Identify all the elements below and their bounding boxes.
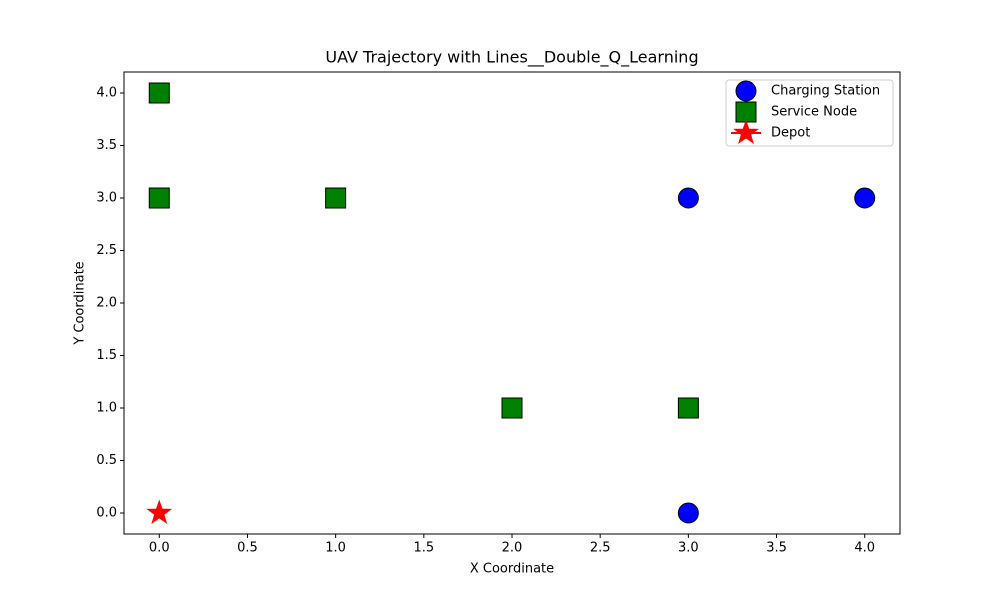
point [677, 397, 699, 419]
x-tick-label: 0.0 [149, 541, 170, 556]
legend-label: Charging Station [771, 84, 880, 99]
x-tick-label: 3.5 [766, 541, 787, 556]
legend-marker [733, 119, 759, 144]
point [148, 82, 170, 104]
point [148, 187, 170, 209]
y-tick-label: 3.0 [96, 191, 117, 206]
point [146, 499, 173, 524]
x-tick-label: 4.0 [854, 541, 875, 556]
point [854, 187, 876, 209]
y-tick-label: 3.5 [96, 138, 117, 153]
y-tick-label: 2.5 [96, 243, 117, 258]
x-tick-label: 1.0 [325, 541, 346, 556]
y-tick-label: 1.5 [96, 348, 117, 363]
y-axis-label: Y Coordinate [73, 261, 88, 345]
x-axis-label: X Coordinate [470, 562, 554, 577]
chart-title: UAV Trajectory with Lines__Double_Q_Lear… [325, 48, 698, 68]
y-tick-label: 0.5 [96, 453, 117, 468]
x-tick-label: 0.5 [237, 541, 258, 556]
legend-marker [735, 101, 757, 123]
x-tick-label: 2.0 [502, 541, 523, 556]
y-tick-label: 0.0 [96, 506, 117, 521]
legend-box [725, 79, 894, 147]
x-tick-label: 2.5 [590, 541, 611, 556]
y-tick-label: 4.0 [96, 86, 117, 101]
x-tick-label: 3.0 [678, 541, 699, 556]
x-tick-label: 1.5 [413, 541, 434, 556]
point [501, 397, 523, 419]
point [677, 502, 699, 524]
legend-label: Depot [771, 126, 810, 141]
legend-label: Service Node [771, 105, 857, 120]
point [325, 187, 347, 209]
y-tick-label: 1.0 [96, 401, 117, 416]
y-tick-label: 2.0 [96, 296, 117, 311]
point [677, 187, 699, 209]
legend-marker [735, 80, 757, 102]
